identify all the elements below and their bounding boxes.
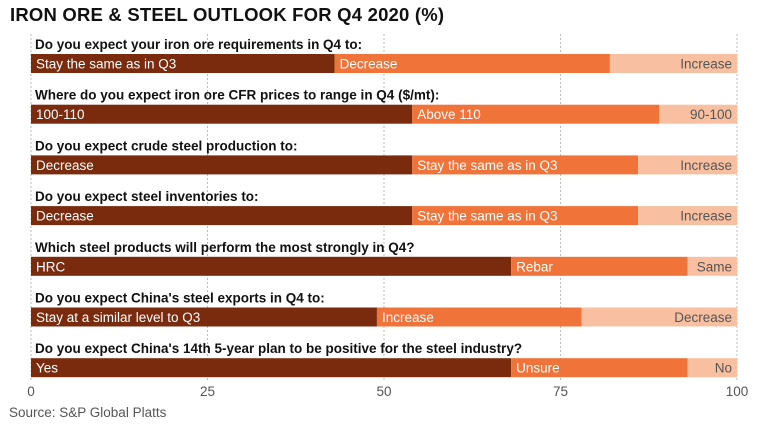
segment-label: Stay the same as in Q3 [417,158,557,173]
segment-label: Unsure [516,361,560,376]
segment-label: Decrease [340,57,398,72]
question-label: Do you expect China's 14th 5-year plan t… [35,341,522,356]
source-note: Source: S&P Global Platts [9,405,167,420]
segment-label: Stay at a similar level to Q3 [36,310,200,325]
chart-row: Do you expect crude steel production to:… [31,138,737,175]
chart-row: Which steel products will perform the mo… [31,240,737,276]
bar-segment [687,256,737,276]
segment-label: Decrease [36,158,94,173]
segment-label: Yes [36,361,58,376]
segment-label: 100-110 [36,107,85,122]
segment-label: Decrease [674,310,732,325]
bar-segment [511,256,688,276]
segment-label: Same [697,259,732,274]
x-tick-label: 25 [200,384,215,399]
chart-row: Do you expect China's steel exports in Q… [31,291,737,327]
bar-segment [581,307,737,327]
segment-label: HRC [36,259,65,274]
bar-segment [376,307,582,327]
bar-segment [638,155,737,175]
x-tick-label: 100 [726,384,749,399]
chart-row: Where do you expect iron ore CFR prices … [31,88,737,124]
segment-label: Increase [680,158,732,173]
bar-segment [31,206,413,226]
bar-segment [31,155,413,175]
segment-label: Increase [680,57,732,72]
segment-label: Stay the same as in Q3 [417,209,557,224]
bar-segment [638,206,737,226]
x-tick-label: 50 [376,384,391,399]
segment-label: 90-100 [690,107,732,122]
segment-label: Increase [382,310,434,325]
bar-segment [412,206,639,226]
question-label: Which steel products will perform the mo… [35,240,415,255]
chart-row: Do you expect your iron ore requirements… [31,37,737,73]
x-tick-label: 75 [553,384,568,399]
question-label: Do you expect your iron ore requirements… [35,37,362,52]
bar-segment [659,104,737,124]
bar-segment [412,104,660,124]
bar-segment [334,54,610,73]
bar-segment [31,358,512,378]
question-label: Do you expect crude steel production to: [35,138,298,153]
segment-label: Rebar [516,259,553,274]
bar-segment [511,358,688,378]
x-tick-label: 0 [27,384,35,399]
chart-rows: Do you expect your iron ore requirements… [31,37,737,378]
segment-label: Stay the same as in Q3 [36,57,176,72]
segment-label: No [715,361,732,376]
chart-row: Do you expect China's 14th 5-year plan t… [31,341,737,378]
question-label: Where do you expect iron ore CFR prices … [35,88,439,103]
bar-segment [412,155,639,175]
question-label: Do you expect China's steel exports in Q… [35,291,325,306]
segment-label: Increase [680,209,732,224]
bar-segment [31,256,512,276]
chart-title: IRON ORE & STEEL OUTLOOK FOR Q4 2020 (%) [10,4,445,25]
chart-row: Do you expect steel inventories to: Decre… [31,189,737,226]
bar-segment [687,358,737,378]
bar-segment [31,104,413,124]
segment-label: Decrease [36,209,94,224]
x-axis: 0 25 50 75 100 [27,384,748,399]
bar-segment [609,54,737,73]
question-label: Do you expect steel inventories to: [35,189,259,204]
segment-label: Above 110 [417,107,481,122]
bar-segment [31,54,335,73]
bar-segment [31,307,377,327]
